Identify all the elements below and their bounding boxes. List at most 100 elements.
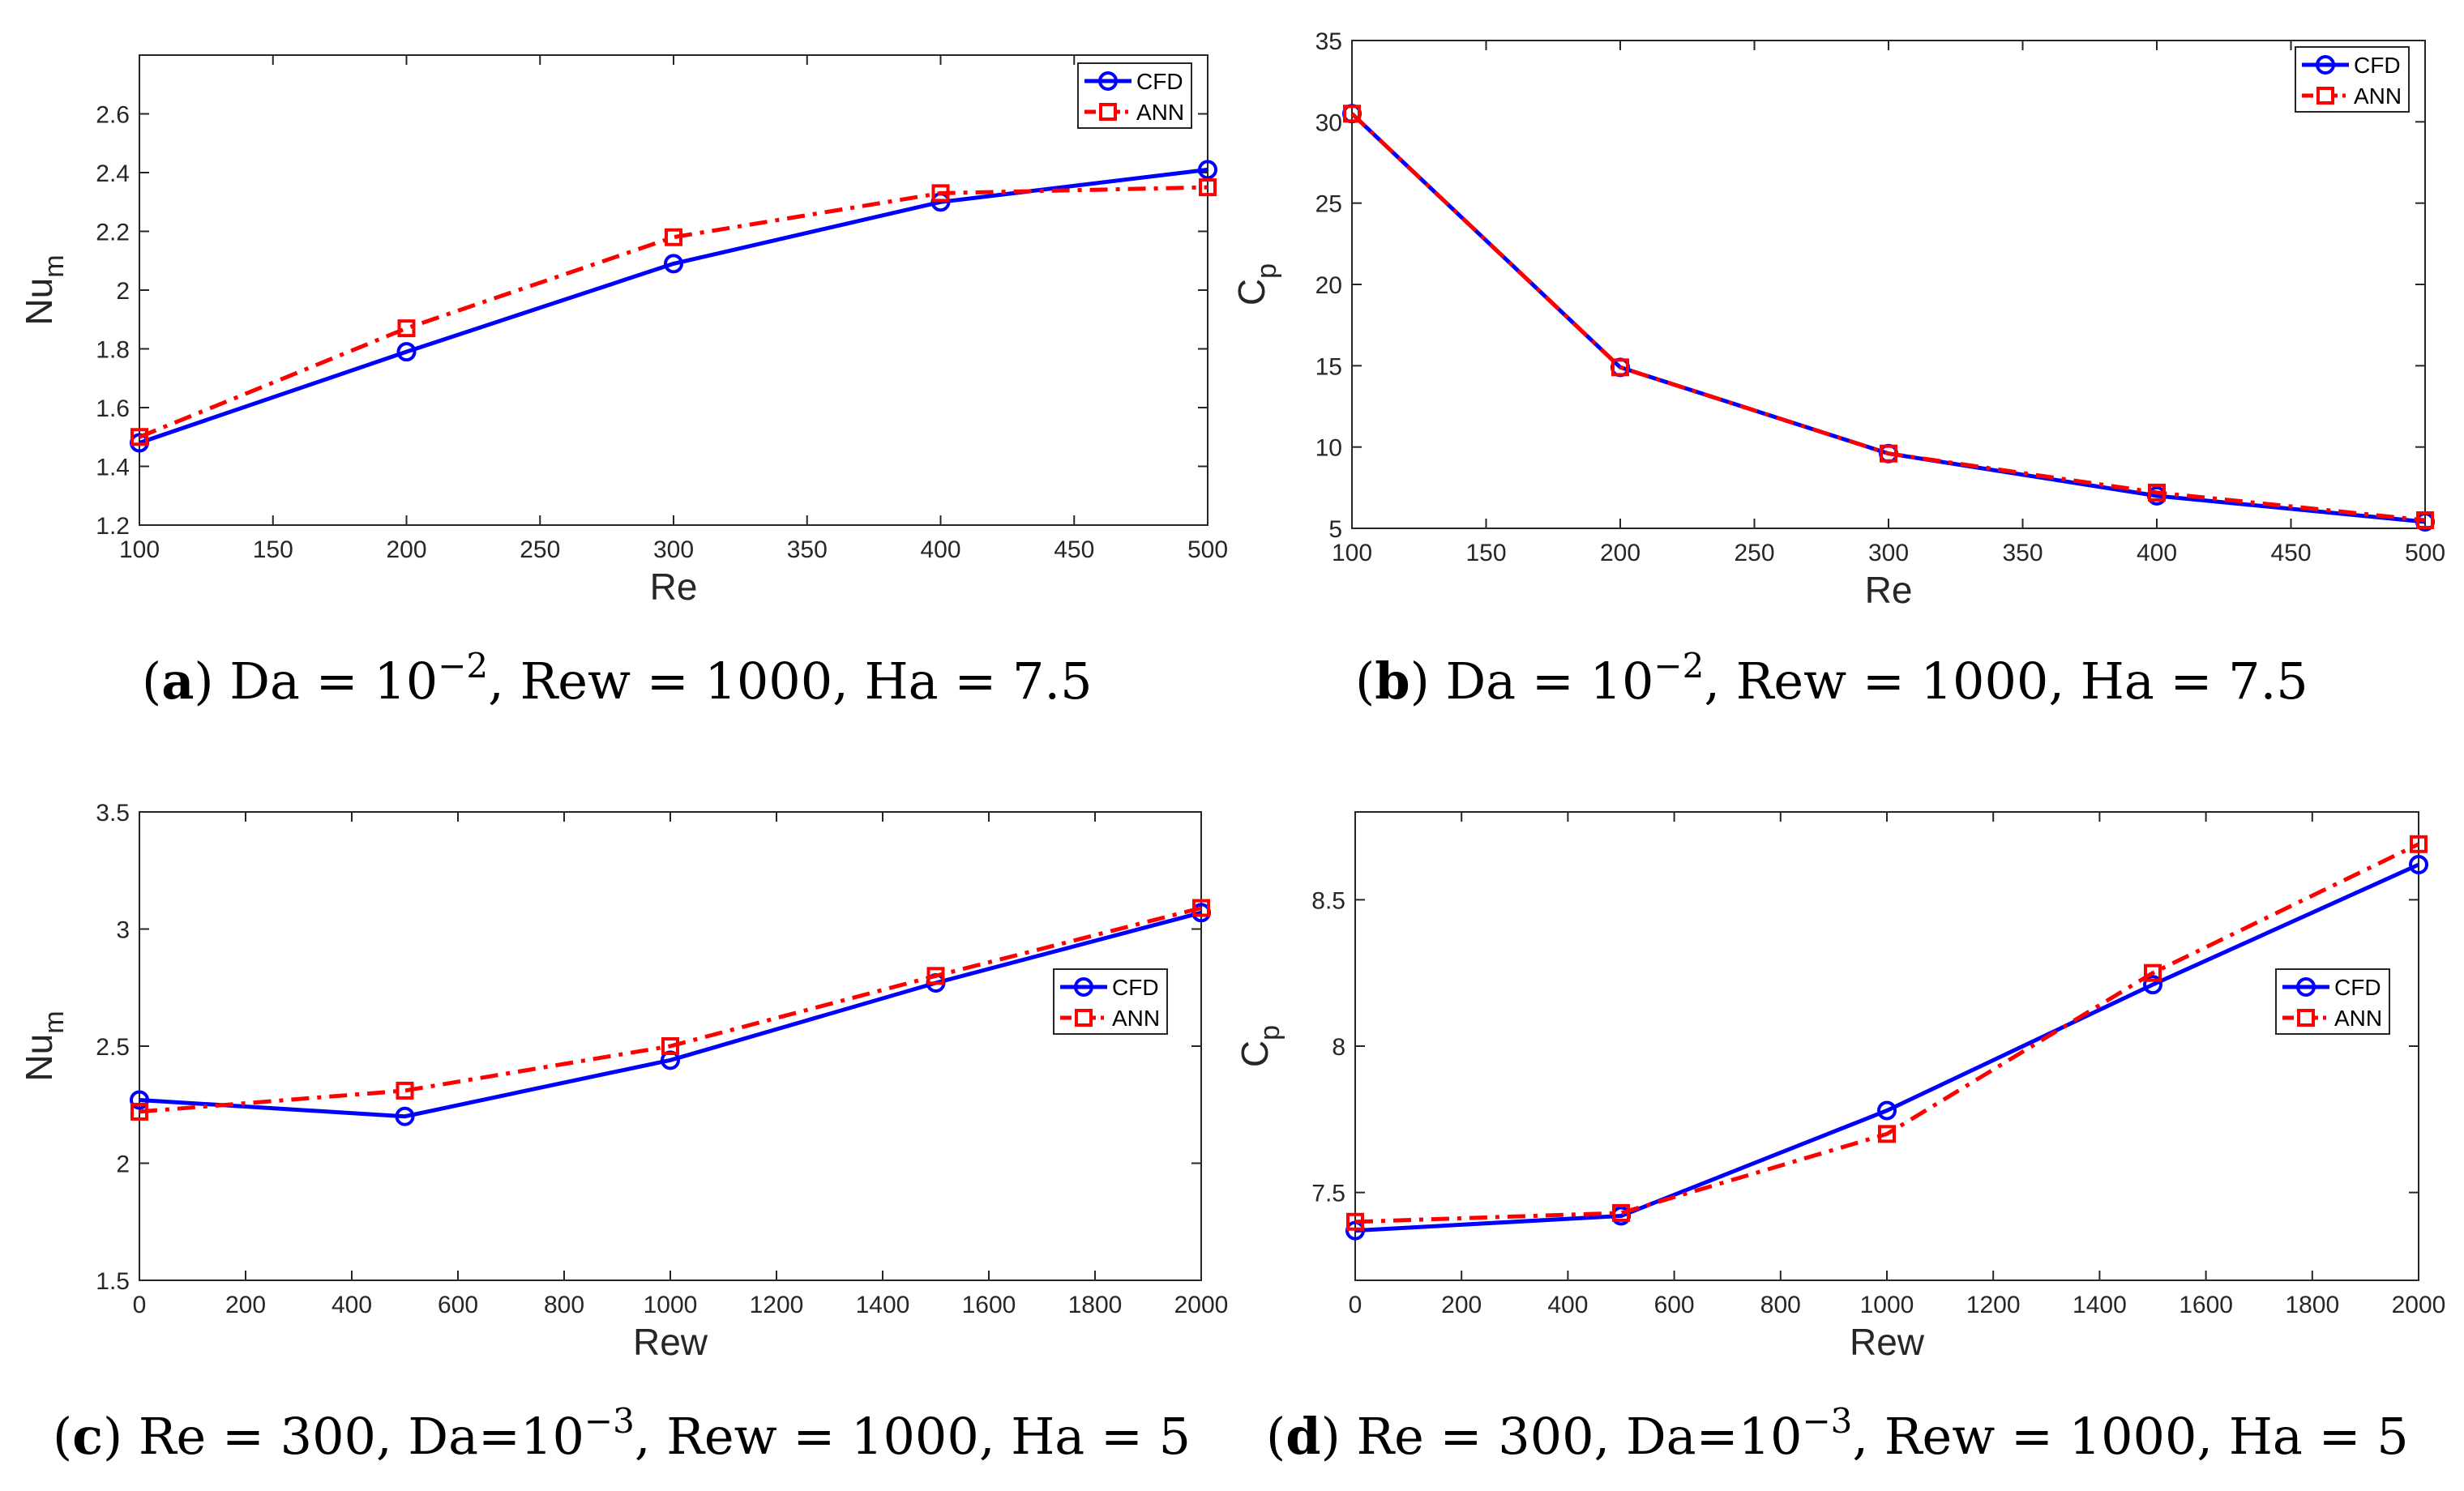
caption-pre: Da = 10 bbox=[214, 652, 438, 711]
y-axis-label-sub: p bbox=[1251, 263, 1282, 279]
x-tick-label: 450 bbox=[2270, 540, 2311, 566]
caption-paren: ) bbox=[194, 652, 213, 711]
point-cfd bbox=[395, 1106, 415, 1126]
y-tick-label: 3.5 bbox=[96, 800, 130, 827]
point-ann bbox=[931, 184, 950, 203]
point-ann bbox=[926, 967, 945, 985]
point-cfd bbox=[664, 254, 683, 274]
x-tick-label: 1400 bbox=[2073, 1292, 2127, 1318]
legend-marker-cfd bbox=[2296, 977, 2316, 997]
x-axis-label: Re bbox=[1865, 569, 1913, 611]
caption-paren: ) bbox=[1321, 1407, 1341, 1466]
plot-frame bbox=[139, 54, 1208, 526]
point-ann bbox=[1343, 105, 1361, 123]
y-axis-label: Cp bbox=[1234, 1025, 1285, 1067]
legend: CFD ANN bbox=[2275, 968, 2390, 1035]
legend-label-cfd: CFD bbox=[2354, 53, 2401, 78]
point-ann bbox=[2148, 483, 2166, 502]
chart-b: 100 150 200 250 300 350 400 450 500 5 10 15 20 25 30 35… bbox=[1230, 28, 2445, 611]
y-axis-label-main: Nu bbox=[18, 278, 60, 326]
y-tick-label: 7.5 bbox=[1311, 1181, 1345, 1207]
x-tick-label: 500 bbox=[2405, 540, 2445, 566]
legend-box bbox=[1077, 62, 1192, 129]
y-tick-label: 5 bbox=[1328, 516, 1342, 543]
point-ann bbox=[1346, 1212, 1364, 1231]
point-ann bbox=[1880, 444, 1897, 463]
legend-marker-cfd bbox=[1098, 71, 1118, 91]
y-axis-label-main: Nu bbox=[18, 1034, 60, 1082]
caption-paren: ( bbox=[1355, 652, 1375, 711]
x-tick-label: 300 bbox=[1868, 540, 1909, 566]
legend-marker-cfd bbox=[1074, 977, 1093, 997]
caption-letter: d bbox=[1285, 1407, 1320, 1466]
x-tick-label: 200 bbox=[386, 536, 426, 563]
legend: CFD ANN bbox=[1077, 62, 1192, 129]
caption-paren: ) bbox=[1410, 652, 1430, 711]
legend-marker-ann bbox=[1099, 103, 1117, 121]
point-cfd bbox=[1198, 160, 1217, 180]
x-tick-label: 1800 bbox=[2285, 1292, 2339, 1318]
caption-b: (b) Da = 10−2, Rew = 1000, Ha = 7.5 bbox=[1355, 646, 2308, 711]
legend-marker-ann bbox=[2316, 87, 2334, 105]
x-tick-label: 800 bbox=[544, 1292, 584, 1318]
x-tick-label: 0 bbox=[1349, 1292, 1362, 1318]
plot-frame bbox=[1354, 811, 2419, 1281]
x-tick-label: 1200 bbox=[1966, 1292, 2021, 1318]
x-tick-label: 400 bbox=[332, 1292, 372, 1318]
caption-c: (c) Re = 300, Da=10−3, Rew = 1000, Ha = … bbox=[53, 1401, 1191, 1466]
y-axis-label-main: C bbox=[1230, 279, 1273, 305]
x-tick-label: 0 bbox=[133, 1292, 147, 1318]
legend: CFD ANN bbox=[1053, 968, 1168, 1035]
caption-post: , Rew = 1000, Ha = 7.5 bbox=[488, 652, 1092, 711]
y-tick-label: 2 bbox=[116, 1151, 130, 1178]
y-tick-label: 1.8 bbox=[96, 337, 130, 364]
series-line-cfd bbox=[1354, 862, 2420, 1233]
caption-sup: −2 bbox=[1653, 646, 1704, 686]
y-tick-label: 1.4 bbox=[96, 455, 130, 481]
caption-sup: −3 bbox=[584, 1401, 635, 1441]
point-ann bbox=[661, 1037, 679, 1055]
y-axis-label-sub: p bbox=[1255, 1025, 1285, 1040]
y-tick-label: 1.6 bbox=[96, 395, 130, 422]
series-line-ann bbox=[1350, 112, 2426, 523]
x-axis-label: Rew bbox=[1850, 1321, 1925, 1363]
y-axis-label: Num bbox=[18, 254, 70, 325]
x-tick-label: 100 bbox=[119, 536, 160, 563]
legend-label-ann: ANN bbox=[1112, 1006, 1160, 1031]
y-tick-label: 1.5 bbox=[96, 1268, 130, 1295]
y-tick-label: 25 bbox=[1315, 191, 1342, 218]
caption-pre: Da = 10 bbox=[1430, 652, 1654, 711]
y-tick-label: 10 bbox=[1315, 435, 1342, 462]
caption-d: (d) Re = 300, Da=10−3, Rew = 1000, Ha = … bbox=[1266, 1401, 2409, 1466]
point-ann bbox=[1192, 899, 1210, 917]
point-ann bbox=[2144, 963, 2162, 982]
y-tick-label: 2.4 bbox=[96, 160, 130, 187]
legend-marker-ann bbox=[2297, 1009, 2315, 1027]
x-tick-label: 450 bbox=[1054, 536, 1094, 563]
caption-paren: ( bbox=[53, 1407, 72, 1466]
legend-label-cfd: CFD bbox=[2334, 975, 2381, 1000]
y-tick-label: 3 bbox=[116, 917, 130, 944]
x-tick-label: 250 bbox=[520, 536, 560, 563]
y-tick-label: 2.6 bbox=[96, 102, 130, 129]
chart-c: 0 200 400 600 800 1000 1200 1400 1600 1800 2000 1.5… bbox=[18, 800, 1228, 1363]
series-line-ann bbox=[139, 906, 1202, 1114]
legend: CFD ANN bbox=[2295, 46, 2410, 113]
x-tick-label: 1000 bbox=[1860, 1292, 1914, 1318]
x-tick-label: 250 bbox=[1734, 540, 1774, 566]
y-tick-label: 1.2 bbox=[96, 513, 130, 540]
x-tick-label: 1000 bbox=[644, 1292, 698, 1318]
series-line-ann bbox=[1354, 842, 2420, 1224]
x-tick-label: 2000 bbox=[2392, 1292, 2446, 1318]
caption-post: , Rew = 1000, Ha = 5 bbox=[635, 1407, 1191, 1466]
legend-label-ann: ANN bbox=[1136, 100, 1184, 125]
y-tick-label: 2 bbox=[116, 278, 130, 305]
y-axis-label-main: C bbox=[1234, 1040, 1276, 1067]
x-tick-label: 600 bbox=[1654, 1292, 1695, 1318]
x-tick-label: 150 bbox=[253, 536, 293, 563]
point-ann bbox=[130, 1102, 148, 1121]
caption-sup: −2 bbox=[438, 646, 488, 686]
x-tick-label: 500 bbox=[1187, 536, 1228, 563]
point-ann bbox=[665, 228, 682, 246]
x-tick-label: 1600 bbox=[962, 1292, 1016, 1318]
